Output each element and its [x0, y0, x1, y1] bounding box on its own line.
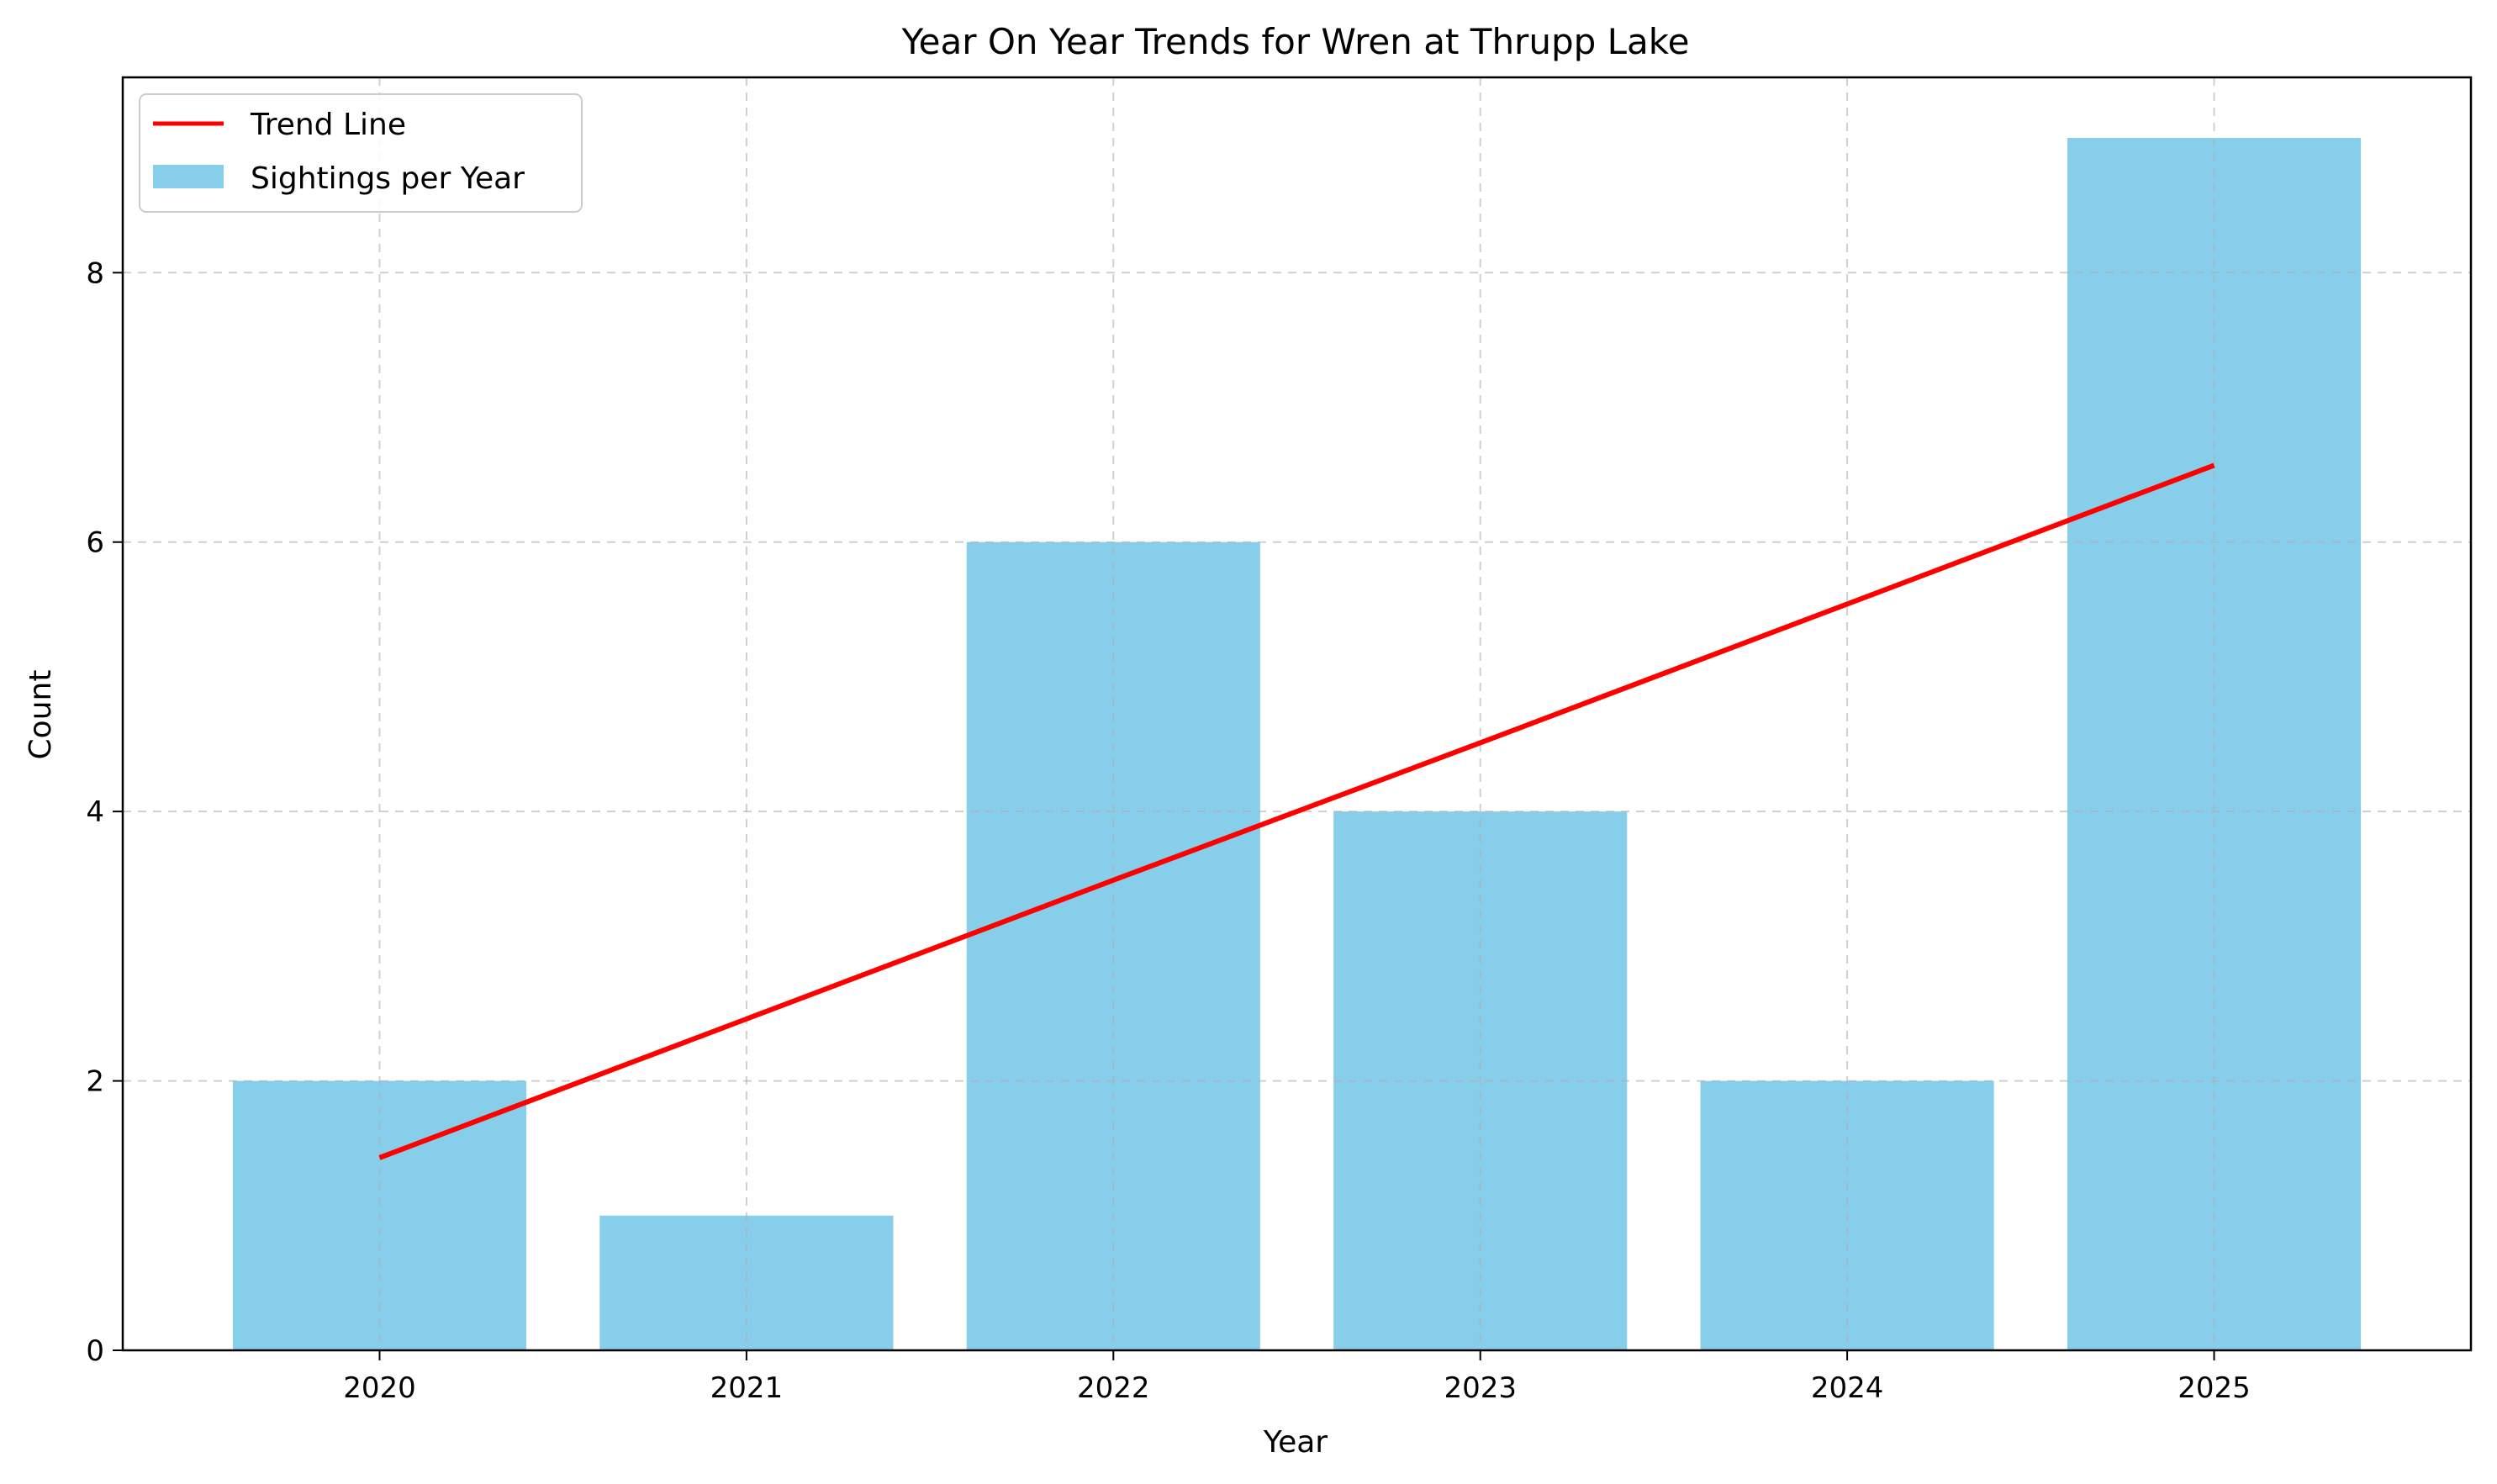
y-tick-label: 6	[86, 526, 104, 560]
x-tick-label: 2024	[1811, 1371, 1884, 1405]
x-tick-label: 2023	[1444, 1371, 1517, 1405]
legend-box	[139, 93, 583, 213]
x-ticks: 2020 2021 2022 2023 2024 2025	[343, 1350, 2251, 1405]
bar-2021	[599, 1215, 894, 1350]
legend-bar-swatch	[153, 165, 224, 188]
x-tick-label: 2020	[343, 1371, 416, 1405]
x-tick-label: 2022	[1077, 1371, 1150, 1405]
y-axis-label: Count	[24, 670, 58, 760]
x-tick-label: 2021	[710, 1371, 784, 1405]
legend-bar-label: Sightings per Year	[251, 161, 525, 196]
y-tick-label: 2	[86, 1065, 104, 1099]
x-tick-label: 2025	[2178, 1371, 2251, 1405]
legend: Trend Line Sightings per Year	[139, 93, 583, 213]
y-tick-label: 8	[86, 256, 104, 290]
trend-line-group	[378, 462, 2215, 1160]
legend-trend-line-label: Trend Line	[250, 108, 406, 142]
y-tick-label: 0	[86, 1334, 104, 1368]
y-tick-label: 4	[86, 795, 104, 829]
chart-title: Year On Year Trends for Wren at Thrupp L…	[901, 21, 1690, 62]
plot-frame	[121, 76, 2473, 1352]
y-ticks: 0 2 4 6 8	[86, 256, 123, 1368]
x-axis-label: Year	[1263, 1425, 1328, 1460]
trend-line	[378, 462, 2215, 1160]
